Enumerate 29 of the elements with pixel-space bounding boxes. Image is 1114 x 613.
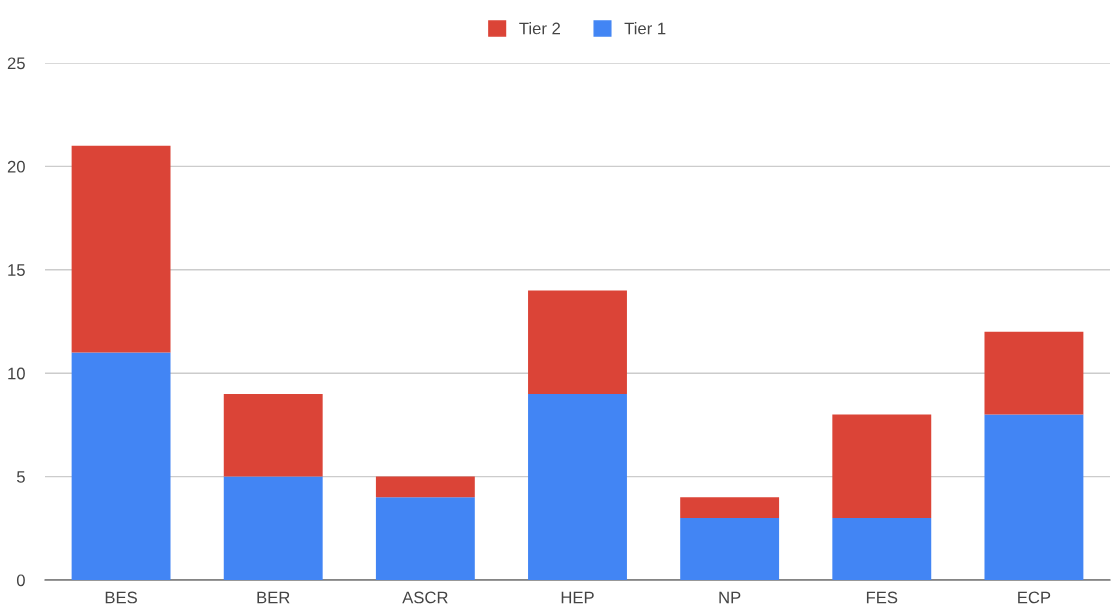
y-tick-label: 5 [16, 471, 25, 483]
bar [984, 414, 1084, 580]
bar [528, 393, 627, 580]
bar [71, 352, 171, 580]
y-tick-label: 15 [8, 264, 25, 276]
x-tick-label: NP [719, 591, 741, 604]
x-tick-label: ASCR [402, 591, 448, 604]
bar [223, 393, 323, 477]
bar [832, 517, 932, 580]
legend-label: Tier 2 [519, 22, 560, 35]
bar [375, 476, 475, 498]
bar [832, 414, 932, 518]
x-tick-label: ECP [1018, 591, 1051, 604]
y-tick-label: 10 [8, 367, 25, 380]
y-tick-label: 0 [16, 574, 25, 587]
legend-label: Tier 1 [624, 22, 666, 35]
bar [680, 517, 780, 580]
bar [223, 476, 323, 580]
bar [71, 145, 171, 353]
bar [528, 290, 627, 394]
bar [375, 497, 475, 580]
bar [680, 497, 780, 518]
x-tick-label: FES [866, 591, 898, 604]
x-tick-label: BES [105, 591, 137, 604]
x-tick-label: BER [257, 591, 290, 604]
x-tick-label: HEP [561, 591, 594, 604]
y-tick-label: 25 [7, 57, 25, 70]
y-tick-label: 20 [7, 160, 25, 173]
bar [984, 331, 1084, 415]
